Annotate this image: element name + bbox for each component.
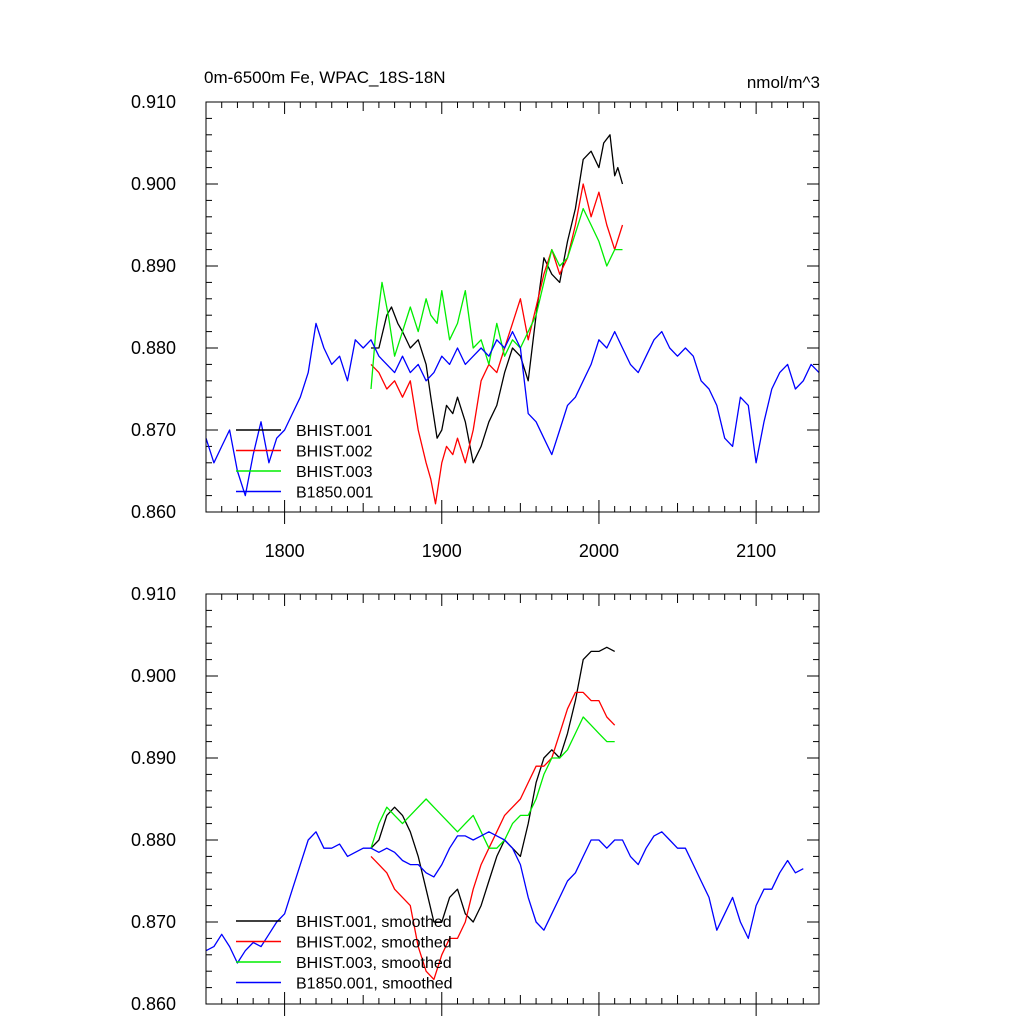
y-tick-label: 0.860 [131, 994, 176, 1014]
x-tick-label: 1900 [422, 541, 462, 561]
bottom-panel: 0.860 0.870 0.880 0.890 0.900 0.910 BHIST.001… [131, 584, 820, 1016]
legend-label: B1850.001 [296, 485, 374, 502]
legend-label: BHIST.002, smoothed [296, 935, 452, 952]
plot-frame-top [205, 101, 820, 513]
series-line-bhist-003 [370, 207, 623, 390]
y-tick-label: 0.880 [131, 338, 176, 358]
y-tick-label: 0.890 [131, 748, 176, 768]
legend-label: BHIST.001, smoothed [296, 914, 452, 931]
y-tick-label: 0.910 [131, 92, 176, 112]
y-tick-label: 0.860 [131, 502, 176, 522]
legend-label: BHIST.002 [296, 444, 373, 461]
y-tick-label: 0.870 [131, 912, 176, 932]
y-tick-label: 0.910 [131, 584, 176, 604]
series-line-bhist-003 [370, 716, 615, 849]
legend-label: B1850.001, smoothed [296, 976, 453, 993]
top-panel: 0m-6500m Fe, WPAC_18S-18N nmol/m^3 0.860… [131, 68, 820, 561]
legend-label: BHIST.001 [296, 423, 373, 440]
x-tick-label: 2100 [736, 541, 776, 561]
legend-label: BHIST.003, smoothed [296, 955, 452, 972]
series-line-bhist-002 [370, 691, 616, 981]
legend-label: BHIST.003 [296, 464, 373, 481]
series-line-b1850-001 [205, 322, 820, 497]
y-tick-label: 0.890 [131, 256, 176, 276]
y-tick-label: 0.880 [131, 830, 176, 850]
y-tick-label: 0.900 [131, 174, 176, 194]
chart-title: 0m-6500m Fe, WPAC_18S-18N [204, 68, 446, 87]
units-label: nmol/m^3 [747, 73, 820, 92]
series-line-bhist-001 [370, 646, 615, 923]
series-line-bhist-001 [371, 134, 624, 464]
plot-frame-bottom [205, 593, 820, 1005]
x-tick-label: 1800 [265, 541, 305, 561]
y-tick-label: 0.870 [131, 420, 176, 440]
x-tick-label: 2000 [579, 541, 619, 561]
series-line-b1850-001 [205, 831, 804, 964]
y-tick-label: 0.900 [131, 666, 176, 686]
